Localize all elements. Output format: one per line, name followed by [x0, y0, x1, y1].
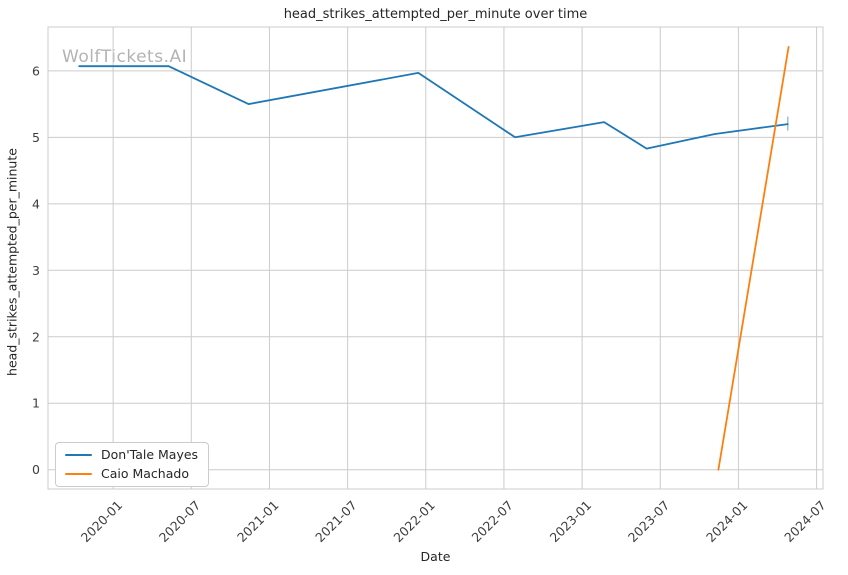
y-tick-label: 0 — [32, 462, 40, 477]
watermark: WolfTickets.AI — [62, 47, 188, 67]
x-axis-label: Date — [420, 549, 451, 564]
y-tick-label: 1 — [32, 396, 40, 411]
x-tick-label: 2022-01 — [390, 498, 438, 546]
series-line-don-tale-mayes — [78, 65, 789, 150]
y-tick-label: 5 — [32, 130, 40, 145]
x-tick-label: 2020-01 — [78, 498, 126, 546]
legend-item: Caio Machado — [65, 465, 198, 481]
x-tick-label: 2021-07 — [312, 498, 360, 546]
legend-item-label: Don'Tale Mayes — [101, 447, 199, 462]
y-tick-label: 4 — [32, 196, 40, 211]
x-tick-label: 2022-07 — [469, 498, 517, 546]
x-tick-label: 2024-01 — [703, 498, 751, 546]
chart-title: head_strikes_attempted_per_minute over t… — [283, 7, 588, 22]
legend-item: Don'Tale Mayes — [65, 447, 199, 462]
x-tick-label: 2021-01 — [234, 498, 282, 546]
x-tick-label: 2023-01 — [547, 498, 595, 546]
legend: Don'Tale Mayes Caio Machado — [55, 442, 210, 487]
x-tick-label: 2023-07 — [625, 498, 673, 546]
legend-item-label: Caio Machado — [101, 465, 189, 481]
y-tick-label: 2 — [32, 329, 40, 344]
series-line-caio-machado — [717, 46, 790, 471]
y-tick-label: 3 — [32, 263, 40, 278]
x-tick-label: 2024-07 — [781, 498, 829, 546]
legend-line-swatch — [65, 472, 92, 475]
x-tick-label: 2020-07 — [156, 498, 204, 546]
y-tick-label: 6 — [32, 63, 40, 78]
plot-border — [47, 26, 824, 490]
legend-line-swatch — [65, 454, 92, 457]
y-axis-label: head_strikes_attempted_per_minute — [4, 148, 20, 376]
